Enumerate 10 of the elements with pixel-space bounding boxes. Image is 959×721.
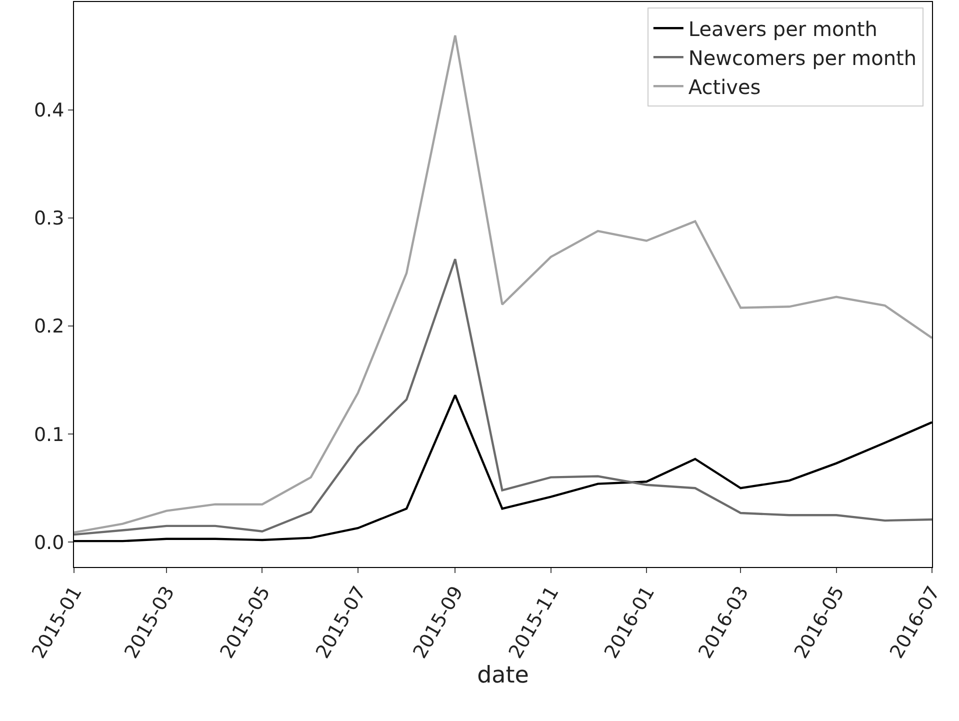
legend-label: Actives bbox=[688, 74, 761, 99]
line-series bbox=[74, 258, 932, 536]
legend-label: Leavers per month bbox=[688, 16, 878, 41]
y-tick-label: 0.0 bbox=[34, 532, 64, 554]
y-tick-label: 0.1 bbox=[34, 424, 64, 446]
y-tick-label: 0.2 bbox=[34, 316, 64, 338]
legend-label: Newcomers per month bbox=[688, 46, 917, 70]
x-axis-title: date bbox=[477, 662, 529, 688]
y-tick-label: 0.4 bbox=[34, 100, 64, 122]
y-tick-label: 0.3 bbox=[34, 208, 64, 230]
